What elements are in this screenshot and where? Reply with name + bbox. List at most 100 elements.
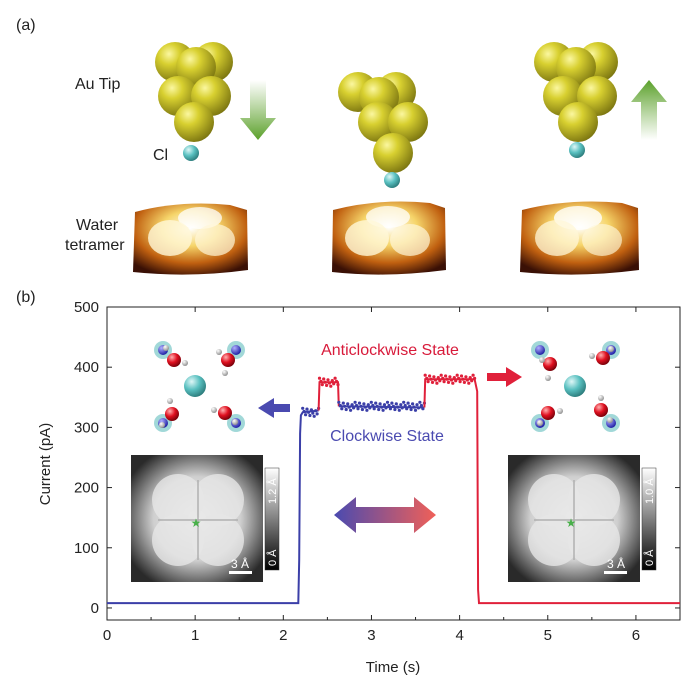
data-point [405, 407, 409, 411]
data-point [375, 404, 379, 408]
data-point [409, 407, 413, 412]
data-point [319, 379, 323, 383]
data-point [400, 406, 404, 410]
data-point [438, 379, 442, 383]
stm-image-left: ★ 3 Å [131, 455, 263, 582]
data-point [397, 408, 401, 412]
data-point [346, 402, 350, 406]
data-point [429, 377, 433, 381]
data-point [436, 376, 440, 380]
data-point [334, 379, 339, 383]
water-label-line2: tetramer [65, 237, 125, 254]
data-point [448, 375, 452, 379]
x-tick-label: 4 [455, 627, 463, 644]
data-point [354, 403, 359, 408]
down-arrow-icon [240, 80, 276, 140]
colorbar-right-bottom: 0 Å [643, 549, 656, 566]
data-point [308, 413, 312, 418]
data-point [322, 377, 326, 381]
data-point [325, 383, 329, 387]
data-point [360, 407, 364, 412]
data-point [306, 410, 311, 414]
data-point [365, 408, 369, 412]
data-point [368, 406, 372, 410]
afm-image-2 [332, 201, 446, 275]
double-arrow-icon [334, 497, 436, 533]
y-tick-label: 500 [74, 299, 99, 316]
data-point [304, 413, 308, 417]
star-icon: ★ [191, 516, 202, 530]
data-point [338, 403, 342, 408]
data-point [446, 380, 451, 384]
panel-a-label: (a) [16, 17, 36, 34]
au-tip-1 [155, 42, 233, 142]
data-point [378, 402, 382, 406]
data-point [416, 406, 421, 410]
x-tick-label: 6 [632, 627, 640, 644]
series-line-0 [107, 409, 319, 605]
scalebar-left-label: 3 Å [231, 556, 249, 571]
au-tip-2 [338, 72, 428, 173]
anticlockwise-state-label: Anticlockwise State [321, 342, 459, 359]
data-point [464, 375, 468, 379]
data-point [329, 384, 333, 388]
stm-image-right: ★ 3 Å [508, 455, 640, 582]
data-point [350, 403, 354, 407]
data-point [320, 383, 324, 387]
water-label-line1: Water [76, 217, 119, 234]
data-point [359, 404, 363, 408]
colorbar-right-top: 1.0 Å [643, 478, 656, 504]
data-point [366, 403, 370, 407]
data-point [362, 402, 366, 406]
data-point [402, 400, 406, 404]
data-point [421, 407, 425, 411]
up-arrow-icon [631, 80, 667, 140]
data-point [371, 403, 375, 408]
data-point [357, 401, 362, 405]
data-point [315, 412, 319, 416]
star-icon: ★ [566, 516, 577, 530]
data-point [302, 409, 306, 414]
data-point [406, 401, 410, 405]
data-point [415, 403, 419, 407]
data-point [433, 378, 437, 382]
data-point [363, 405, 367, 409]
colorbar-left-top: 1.2 Å [266, 478, 279, 504]
data-point [473, 376, 477, 380]
tip-label: Au Tip [75, 76, 120, 93]
colorbar-right: 1.0 Å 0 Å [641, 467, 657, 571]
data-point [349, 408, 353, 412]
data-point [380, 405, 384, 409]
data-point [470, 379, 474, 383]
x-tick-label: 2 [279, 627, 287, 644]
data-point [372, 407, 376, 411]
data-point [385, 400, 390, 404]
data-point [330, 379, 334, 383]
afm-image-1 [133, 203, 248, 275]
data-point [451, 381, 455, 385]
data-point [341, 401, 345, 405]
data-point [388, 407, 392, 411]
colorbar-left-bottom: 0 Å [266, 549, 279, 566]
data-point [442, 380, 446, 384]
data-point [391, 404, 395, 408]
water-tetramer-model-left [154, 341, 245, 432]
data-point [459, 374, 464, 378]
data-point [381, 408, 385, 412]
colorbar-left: 1.2 Å 0 Å [264, 467, 280, 571]
scalebar-right [604, 571, 627, 574]
data-point [444, 374, 448, 378]
afm-image-3 [520, 201, 639, 275]
series-line-1 [317, 381, 340, 411]
data-point [413, 408, 418, 412]
series-line-3 [423, 378, 680, 605]
x-axis-label: Time (s) [366, 659, 420, 676]
data-point [426, 380, 430, 384]
data-point [452, 376, 456, 380]
data-point [418, 400, 422, 404]
x-tick-label: 1 [191, 627, 199, 644]
data-point [382, 403, 387, 407]
data-point [399, 403, 403, 407]
data-point [445, 377, 449, 381]
